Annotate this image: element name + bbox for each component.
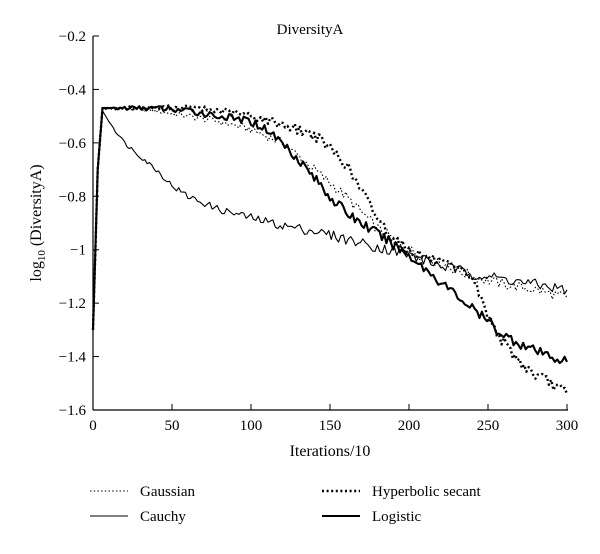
chart-title: DiversityA (277, 22, 344, 38)
legend-label-gaussian: Gaussian (140, 484, 195, 500)
y-tick-label: −1.4 (59, 350, 87, 366)
x-tick-label: 0 (89, 418, 97, 434)
series-line-logistic (91, 105, 568, 365)
y-tick-label: −0.4 (59, 82, 87, 98)
x-tick-label: 300 (556, 418, 579, 434)
series-line-hyperbolic-secant (91, 104, 569, 395)
legend-label-cauchy: Cauchy (140, 509, 186, 525)
plot-series (91, 104, 569, 395)
y-tick-label: −1.6 (59, 403, 87, 419)
y-ticks: −1.6 −1.4 −1.2 −1 −0.8 −0.6 −0.4 −0.2 (59, 29, 99, 419)
x-tick-label: 150 (319, 418, 342, 434)
x-axis-label: Iterations/10 (290, 443, 371, 460)
y-tick-label: −0.2 (59, 29, 86, 45)
x-tick-label: 100 (240, 418, 263, 434)
x-ticks: 0 50 100 150 200 250 300 (89, 404, 578, 434)
legend: Gaussian Cauchy Hyperbolic secant Logistic (90, 484, 482, 525)
series-line-gaussian (92, 106, 568, 330)
y-tick-label: −1 (70, 243, 86, 259)
legend-label-hyperbolic-secant: Hyperbolic secant (372, 484, 482, 500)
y-tick-label: −1.2 (59, 296, 86, 312)
series-line-cauchy (92, 110, 568, 330)
y-tick-label: −0.8 (59, 189, 86, 205)
y-tick-label: −0.6 (59, 136, 87, 152)
y-axis-label: log10 (DiversityA) (28, 164, 48, 281)
x-tick-label: 200 (398, 418, 421, 434)
x-tick-label: 50 (165, 418, 180, 434)
legend-label-logistic: Logistic (372, 509, 422, 525)
x-tick-label: 250 (477, 418, 500, 434)
